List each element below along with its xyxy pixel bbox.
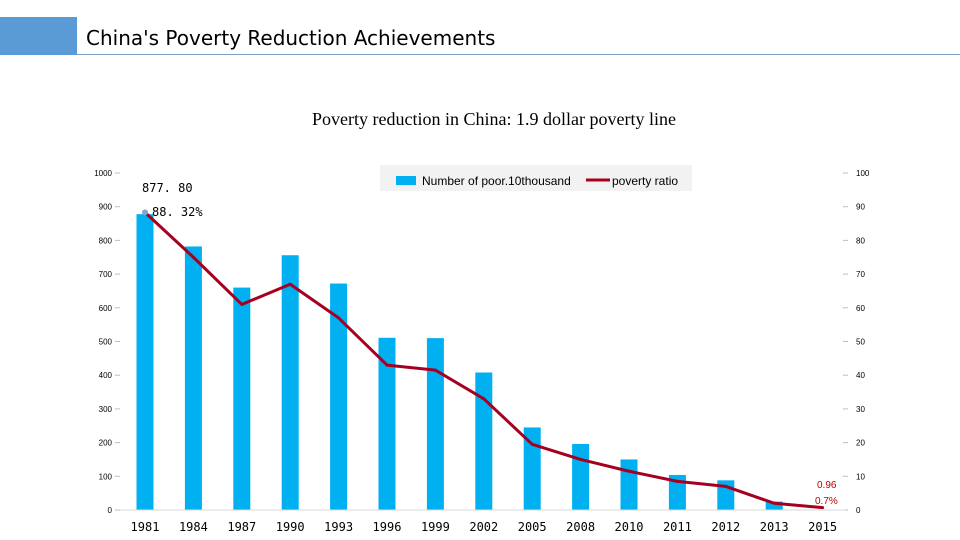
ratio-point-2015 [821,506,825,510]
right-tick-label-20: 20 [856,439,865,448]
x-tick-label-1981: 1981 [131,520,160,534]
right-tick-label-100: 100 [856,169,870,178]
left-tick-label-300: 300 [99,405,113,414]
ticks-layer: 0 100 200 300 400 500 600 700 800 900 1000 0 10 20 30 4… [94,169,870,534]
right-tick-label-70: 70 [856,270,865,279]
ratio-point-2011 [675,479,679,483]
bar-1987 [233,287,251,510]
ratio-point-2013 [772,501,776,505]
ratio-point-2005 [530,442,534,446]
right-tick-label-30: 30 [856,405,865,414]
bar-1993 [330,283,348,510]
x-tick-label-2013: 2013 [760,520,789,534]
header-accent-block [0,17,77,55]
ratio-point-1990 [288,282,292,286]
bars-layer [136,214,832,510]
x-tick-label-2011: 2011 [663,520,692,534]
x-tick-label-1996: 1996 [373,520,402,534]
legend-bar-swatch [396,176,416,185]
ratio-point-1984 [191,255,195,259]
x-tick-label-2008: 2008 [566,520,595,534]
ratio-point-2002 [482,397,486,401]
ratio-point-1996 [385,363,389,367]
page-title: China's Poverty Reduction Achievements [86,26,496,50]
left-tick-label-700: 700 [99,270,113,279]
bar-2008 [572,443,590,510]
x-tick-label-1987: 1987 [227,520,256,534]
legend: Number of poor.10thousand poverty ratio [380,165,692,191]
bar-2011 [668,474,686,510]
right-tick-label-90: 90 [856,203,865,212]
left-tick-label-900: 900 [99,203,113,212]
ratio-point-1993 [337,316,341,320]
bar-1981 [136,214,154,510]
right-tick-label-40: 40 [856,371,865,380]
header-divider [77,54,960,55]
first-ratio-marker [142,209,148,216]
annotations: 877. 80 88. 32% 0.96 0.7% [142,181,838,507]
ratio-point-2012 [724,484,728,488]
x-tick-label-2005: 2005 [518,520,547,534]
right-tick-label-10: 10 [856,472,865,481]
chart-title: Poverty reduction in China: 1.9 dollar p… [312,109,676,129]
x-tick-label-1984: 1984 [179,520,208,534]
bar-1996 [378,337,396,510]
right-tick-label-80: 80 [856,236,865,245]
x-tick-label-1990: 1990 [276,520,305,534]
right-tick-label-60: 60 [856,304,865,313]
left-tick-label-100: 100 [99,472,113,481]
left-tick-label-800: 800 [99,236,113,245]
right-tick-label-50: 50 [856,338,865,347]
legend-line-label: poverty ratio [612,174,678,188]
left-tick-label-500: 500 [99,338,113,347]
line-layer [142,209,825,510]
x-tick-label-1999: 1999 [421,520,450,534]
annotation-last-bar: 0.96 [817,480,837,491]
ratio-point-2010 [627,469,631,473]
left-tick-label-200: 200 [99,439,113,448]
bar-1984 [184,246,202,510]
ratio-point-1999 [433,368,437,372]
left-tick-label-0: 0 [108,506,113,515]
bar-1990 [281,255,299,510]
x-tick-label-1993: 1993 [324,520,353,534]
left-tick-label-400: 400 [99,371,113,380]
x-tick-label-2015: 2015 [808,520,837,534]
left-tick-label-600: 600 [99,304,113,313]
bar-2005 [523,427,541,510]
right-tick-label-0: 0 [856,506,861,515]
x-tick-label-2010: 2010 [615,520,644,534]
bar-2013 [765,501,783,510]
ratio-point-1987 [240,302,244,306]
bar-2002 [475,372,493,510]
left-tick-label-1000: 1000 [94,169,112,178]
legend-background [380,165,692,191]
legend-bar-label: Number of poor.10thousand [422,174,571,188]
annotation-last-ratio: 0.7% [815,496,838,507]
annotation-first-bar: 877. 80 [142,181,193,195]
x-tick-label-2002: 2002 [469,520,498,534]
bar-1999 [426,338,444,510]
ratio-point-2008 [579,457,583,461]
bar-2010 [620,459,638,510]
x-tick-label-2012: 2012 [711,520,740,534]
annotation-first-ratio: 88. 32% [152,205,203,219]
